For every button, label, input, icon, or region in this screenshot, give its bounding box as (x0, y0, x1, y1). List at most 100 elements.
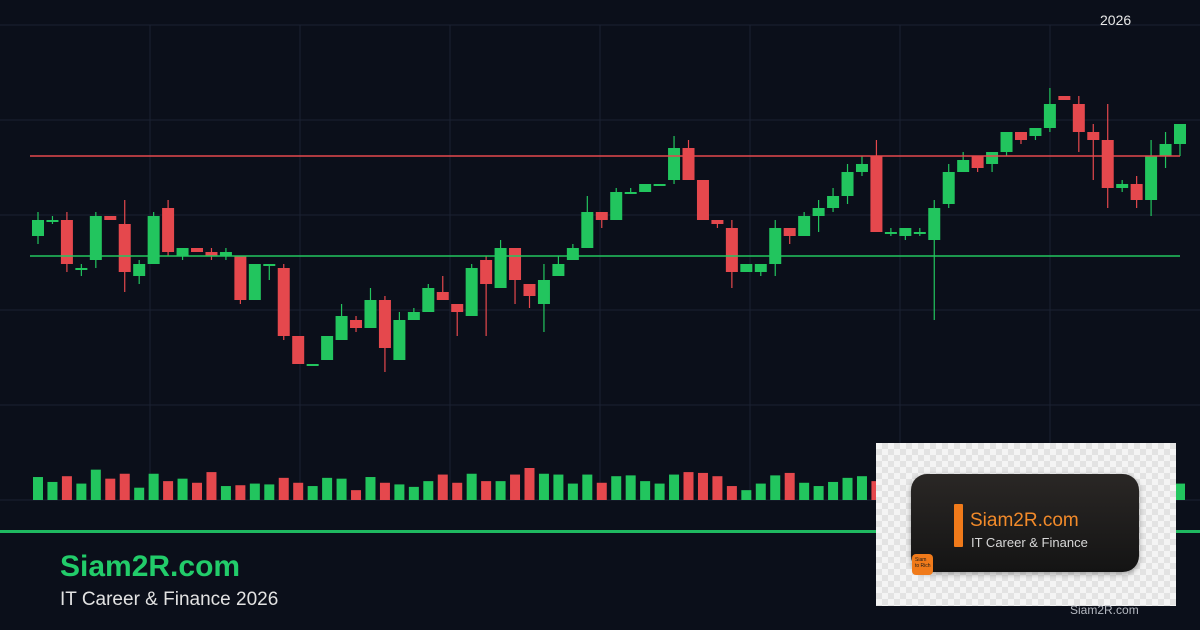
candle-body (205, 252, 218, 256)
candle-body (494, 248, 507, 288)
volume-bar (784, 472, 795, 500)
volume-bar (278, 477, 289, 500)
candle-body (624, 192, 637, 194)
logo-watermark: Siam2R.com (1070, 603, 1139, 617)
candle-body (682, 148, 695, 180)
volume-bar (134, 487, 145, 500)
candle-body (350, 320, 363, 328)
candle-body (812, 208, 825, 216)
candle-body (118, 224, 131, 272)
volume-bar (177, 478, 188, 500)
volume-bar (163, 481, 174, 500)
candle-body (1145, 156, 1158, 200)
volume-bar (813, 486, 824, 500)
volume-bar (47, 481, 58, 500)
candle-body (913, 232, 926, 234)
volume-bar (553, 474, 564, 500)
candle-body (884, 232, 897, 234)
brand-title: Siam2R.com (60, 550, 241, 583)
candle-body (653, 184, 666, 186)
candle-body (147, 216, 160, 264)
volume-bar (596, 482, 607, 500)
volume-bar (408, 486, 419, 500)
volume-bar (336, 478, 347, 500)
volume-bar (76, 483, 87, 500)
candle-body (523, 284, 536, 296)
candle-body (855, 164, 868, 172)
candle-body (104, 216, 117, 220)
brand-subtitle: IT Career & Finance 2026 (60, 589, 279, 610)
volume-bar (423, 481, 434, 500)
candle-body (668, 148, 681, 180)
volume-bar (654, 483, 665, 500)
candle-body (1159, 144, 1172, 156)
volume-bar (365, 477, 376, 500)
volume-bar (538, 473, 549, 500)
candle-body (1014, 132, 1027, 140)
candle-body (1000, 132, 1013, 152)
candle-body (335, 316, 348, 340)
candle-body (740, 264, 753, 272)
candle-body (610, 192, 623, 220)
volume-bar (524, 468, 535, 500)
candle-body (451, 304, 464, 312)
logo-badge-line1: Siam (915, 557, 927, 563)
candle-body (191, 248, 204, 252)
candle-body (1029, 128, 1042, 136)
volume-bar (712, 476, 723, 500)
volume-bar (582, 474, 593, 500)
candle-body (711, 220, 724, 224)
volume-bar (510, 474, 521, 500)
candle-body (1101, 140, 1114, 188)
volume-bar (741, 490, 752, 500)
volume-bar (322, 477, 333, 500)
volume-bar (799, 482, 810, 500)
candle-body (1174, 124, 1186, 144)
volume-bar (307, 486, 318, 500)
candle-body (1072, 104, 1085, 132)
logo-subtitle: IT Career & Finance (971, 535, 1088, 550)
volume-bar (148, 473, 159, 500)
logo-badge-line2: to Rich (915, 563, 931, 569)
candle-body (1058, 96, 1071, 100)
candle-body (436, 292, 449, 300)
candle-body (321, 336, 334, 360)
volume-bar (697, 472, 708, 500)
candle-body (841, 172, 854, 196)
volume-bar (220, 486, 231, 500)
candle-body (537, 280, 550, 304)
candle-body (942, 172, 955, 204)
candle-body (176, 248, 189, 256)
volume-bar (611, 476, 622, 500)
volume-bar (206, 472, 217, 500)
volume-bar (842, 477, 853, 500)
candle-body (899, 228, 912, 236)
volume-bar (192, 482, 203, 500)
candle-body (595, 212, 608, 220)
candle-body (480, 260, 493, 284)
candle-body (32, 220, 44, 236)
logo-title: Siam2R.com (970, 510, 1079, 531)
volume-bar (235, 485, 246, 500)
candle-body (306, 364, 319, 366)
candle-body (928, 208, 941, 240)
volume-bar (264, 484, 275, 500)
candle-body (1043, 104, 1056, 128)
candle-body (378, 300, 391, 348)
candle-body (219, 252, 232, 256)
volume-bar (33, 477, 43, 500)
year-label: 2026 (1100, 12, 1132, 28)
candle-body (769, 228, 782, 264)
candle-body (422, 288, 435, 312)
candle-body (75, 268, 88, 270)
volume-bar (640, 481, 651, 500)
candle-body (248, 264, 261, 300)
volume-bar (726, 486, 737, 500)
volume-bar (61, 476, 72, 500)
volume-bar (249, 483, 260, 500)
candle-body (292, 336, 305, 364)
volume-bar (669, 474, 680, 500)
logo-card: Siam2R.com IT Career & Finance Siam to R… (911, 474, 1139, 575)
candle-body (465, 268, 478, 316)
volume-bar (119, 473, 130, 500)
